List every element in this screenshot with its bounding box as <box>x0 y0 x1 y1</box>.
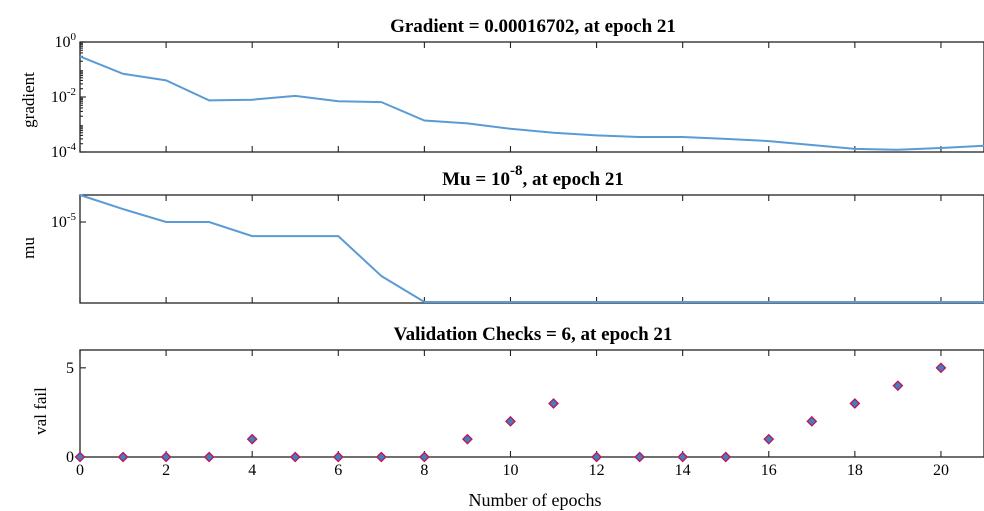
validation-title: Validation Checks = 6, at epoch 21 <box>394 324 673 345</box>
x-tick-label: 14 <box>675 462 691 479</box>
validation-ylabel: val fail <box>31 387 50 435</box>
val-fail-point <box>720 451 732 463</box>
validation-panel: Validation Checks = 6, at epoch 21 val f… <box>31 324 984 510</box>
x-tick-label: 10 <box>502 462 518 479</box>
gradient-series-line <box>79 55 984 151</box>
x-tick-label: 20 <box>933 462 949 479</box>
val-fail-point <box>935 362 947 374</box>
val-fail-point <box>375 451 387 463</box>
val-fail-point <box>634 451 646 463</box>
mu-series-line <box>79 194 984 303</box>
x-tick-label: 6 <box>334 462 342 479</box>
mu-panel: Mu = 10-8, at epoch 21 mu 10-5 <box>19 163 984 304</box>
gradient-ylabel: gradient <box>19 72 38 128</box>
gradient-y-tick-label: 100 <box>55 31 77 51</box>
val-fail-point <box>160 451 172 463</box>
val-fail-point <box>289 451 301 463</box>
val-fail-point <box>462 433 473 445</box>
val-fail-point <box>763 433 775 445</box>
val-fail-point <box>591 451 602 463</box>
x-tick-label: 18 <box>847 462 863 479</box>
val-y-tick-label: 5 <box>66 360 74 377</box>
val-fail-point <box>548 398 559 409</box>
mu-title-rest: , at epoch 21 <box>523 169 624 190</box>
x-tick-label: 8 <box>420 462 428 479</box>
gradient-axes-box <box>79 41 984 153</box>
gradient-panel: Gradient = 0.00016702, at epoch 21 gradi… <box>19 16 984 161</box>
val-fail-point <box>117 451 129 463</box>
mu-ylabel: mu <box>19 237 38 259</box>
mu-title-main: Mu = 10 <box>442 169 510 190</box>
val-fail-point <box>892 380 904 392</box>
val-fail-point <box>203 451 215 463</box>
val-fail-point <box>806 415 818 427</box>
mu-title-exp: -8 <box>510 163 523 179</box>
x-tick-label: 0 <box>76 462 84 479</box>
gradient-title: Gradient = 0.00016702, at epoch 21 <box>390 16 676 37</box>
x-tick-label: 12 <box>589 462 605 479</box>
val-fail-point <box>505 415 516 427</box>
validation-axes-box <box>79 349 984 458</box>
val-fail-point <box>74 451 86 463</box>
gradient-y-tick-label: 10-4 <box>51 141 77 161</box>
val-fail-point <box>418 451 430 463</box>
x-axis-label: Number of epochs <box>469 490 602 510</box>
val-fail-point <box>332 451 344 463</box>
val-fail-point <box>246 433 258 445</box>
val-fail-point <box>849 398 861 409</box>
val-y-tick-label: 0 <box>66 449 74 466</box>
val-fail-point <box>677 451 689 463</box>
x-tick-label: 16 <box>761 462 777 479</box>
mu-title: Mu = 10-8, at epoch 21 <box>442 163 624 190</box>
mu-y-tick-label: 10-5 <box>51 211 77 231</box>
x-tick-label: 4 <box>248 462 256 479</box>
mu-axes-box <box>79 194 984 304</box>
x-tick-label: 2 <box>162 462 170 479</box>
gradient-y-tick-label: 10-2 <box>51 86 76 106</box>
